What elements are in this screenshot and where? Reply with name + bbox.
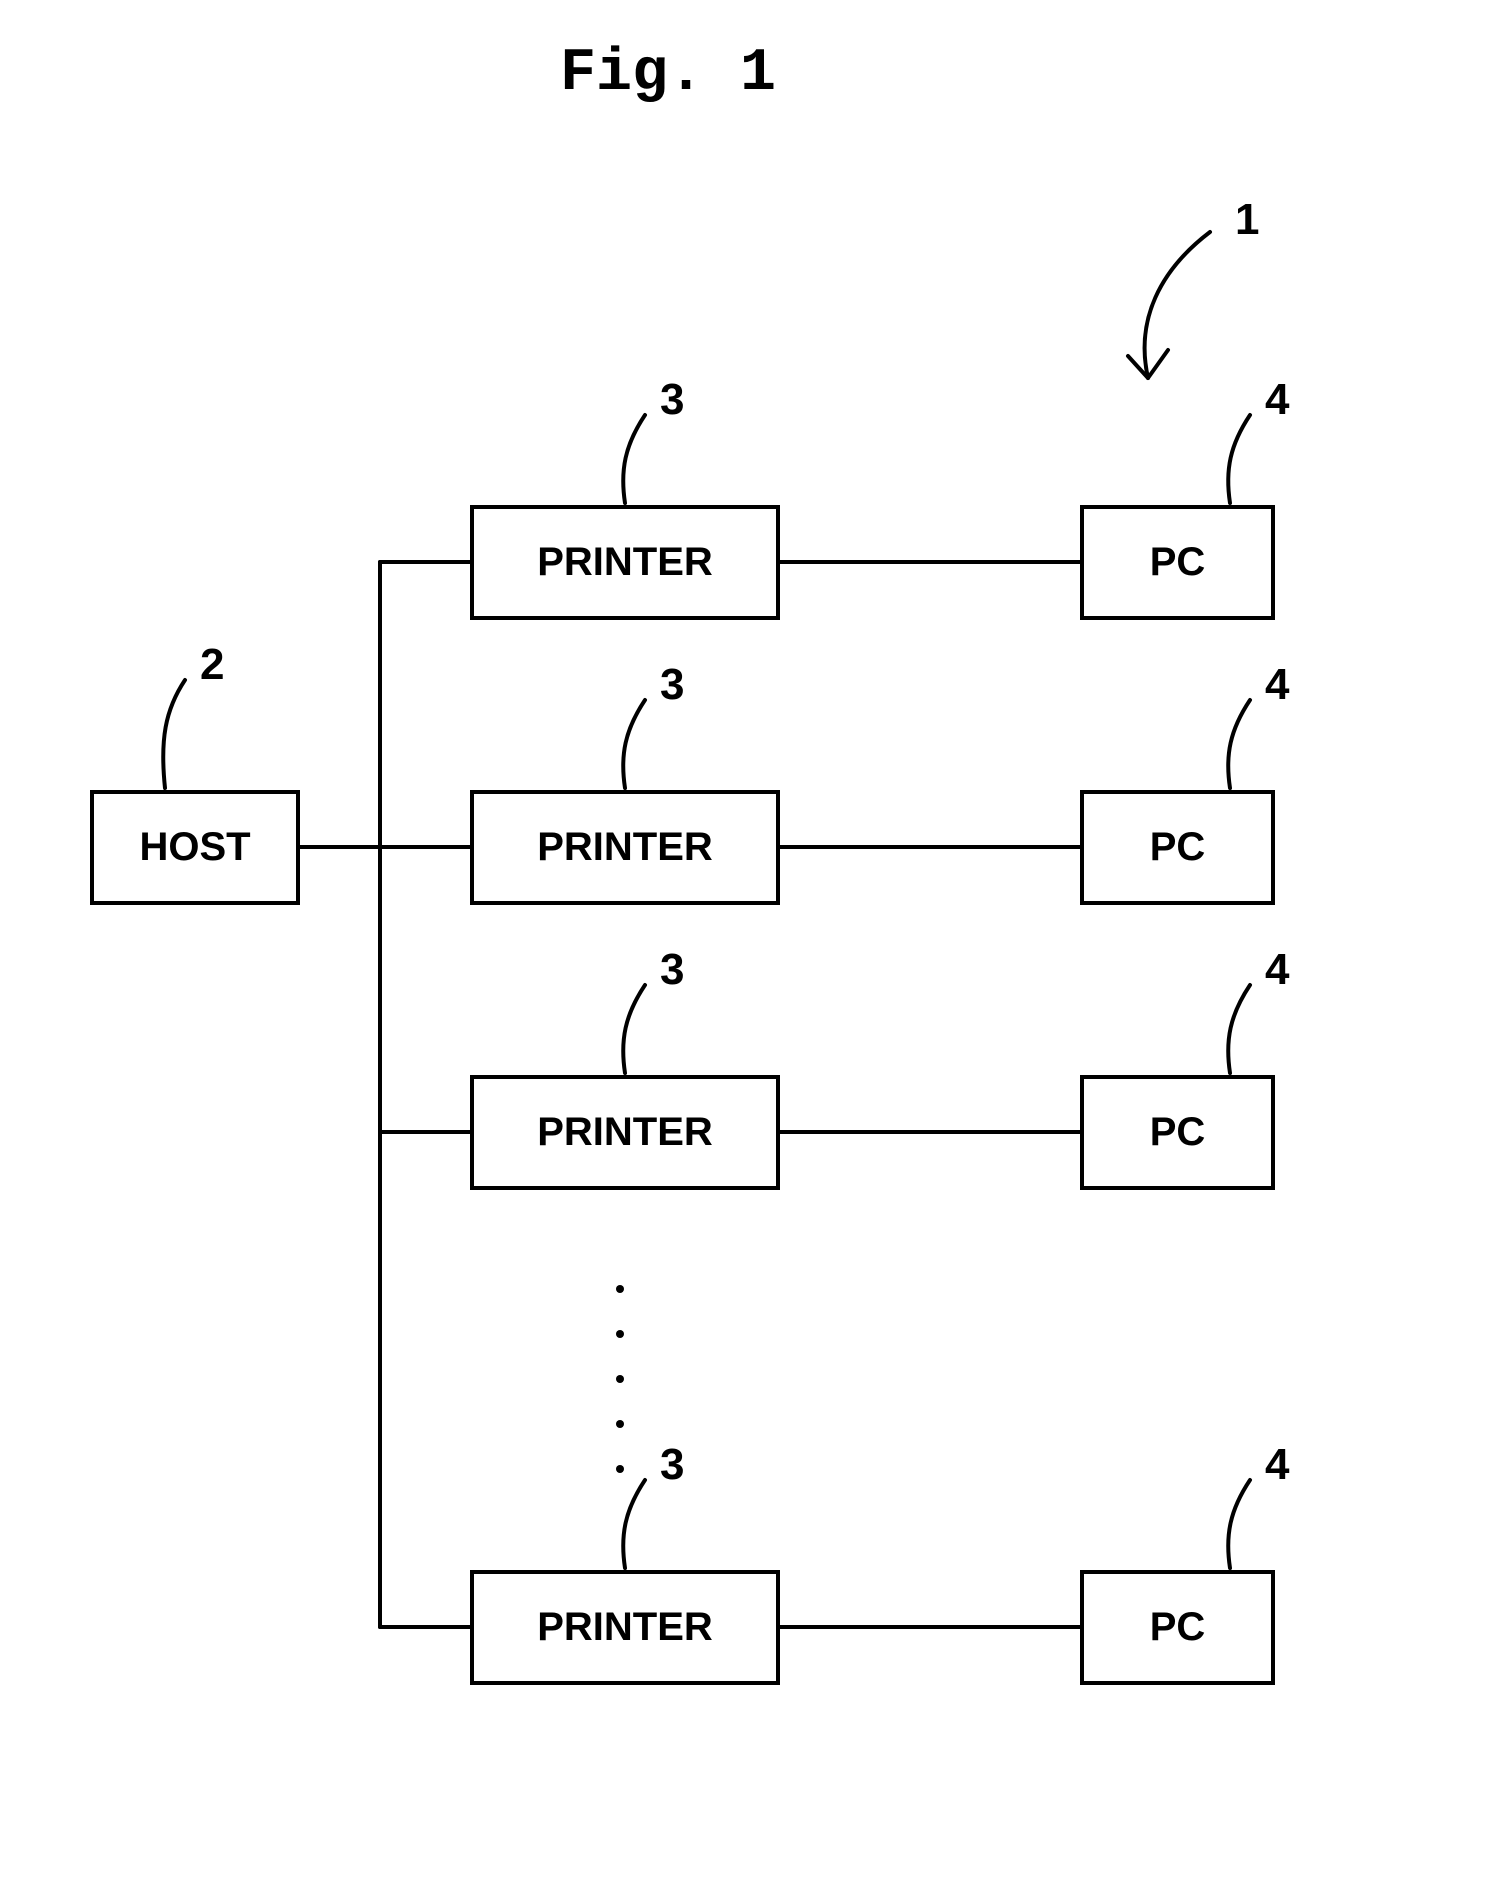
printer-label: PRINTER [537,1605,713,1650]
pc-ref-number: 4 [1265,945,1289,995]
pc-label: PC [1150,1605,1206,1650]
system-arrow-head [1128,350,1168,378]
pc-ref-number: 4 [1265,660,1289,710]
pc-label: PC [1150,540,1206,585]
pc-label: PC [1150,825,1206,870]
pc-box: PC [1080,505,1275,620]
leader-printer [623,1480,645,1568]
printer-ref-number: 3 [660,945,684,995]
system-ref-number: 1 [1235,195,1259,245]
leader-host [163,680,185,788]
leader-printer [623,700,645,788]
printer-ref-number: 3 [660,660,684,710]
printer-box: PRINTER [470,790,780,905]
host-ref-number: 2 [200,640,224,690]
leader-printer [623,415,645,503]
printer-label: PRINTER [537,540,713,585]
pc-label: PC [1150,1110,1206,1155]
leader-pc [1228,415,1250,503]
pc-ref-number: 4 [1265,375,1289,425]
pc-box: PC [1080,790,1275,905]
pc-ref-number: 4 [1265,1440,1289,1490]
leader-pc [1228,985,1250,1073]
printer-ref-number: 3 [660,1440,684,1490]
system-arrow-curve [1145,232,1210,378]
leader-pc [1228,1480,1250,1568]
printer-box: PRINTER [470,1570,780,1685]
pc-box: PC [1080,1570,1275,1685]
printer-box: PRINTER [470,1075,780,1190]
printer-label: PRINTER [537,1110,713,1155]
leader-printer [623,985,645,1073]
pc-box: PC [1080,1075,1275,1190]
host-label: HOST [139,825,250,870]
printer-label: PRINTER [537,825,713,870]
figure-title: Fig. 1 [560,40,776,108]
leader-pc [1228,700,1250,788]
printer-ref-number: 3 [660,375,684,425]
printer-box: PRINTER [470,505,780,620]
host-box: HOST [90,790,300,905]
